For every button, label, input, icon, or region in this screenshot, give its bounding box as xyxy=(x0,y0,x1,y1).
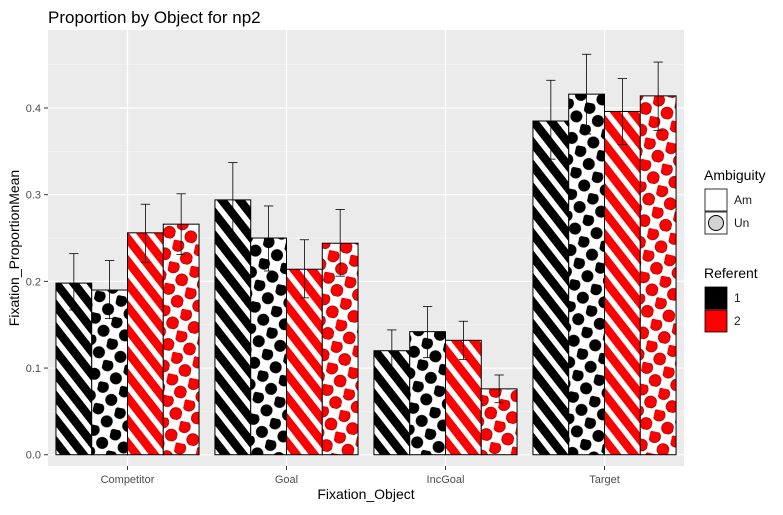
legend-label-un: Un xyxy=(734,216,749,230)
y-axis-title: Fixation_ProportionMean xyxy=(6,170,22,326)
bars xyxy=(55,93,677,456)
y-axis: 0.0 0.1 0.2 0.3 0.4 xyxy=(26,103,48,462)
x-axis-title: Fixation_Object xyxy=(317,486,414,502)
bar-goal-ref2-un xyxy=(321,242,359,456)
bar-goal-ref1-am xyxy=(214,199,252,456)
legend-label-am: Am xyxy=(734,193,752,207)
y-tick-label: 0.3 xyxy=(26,190,41,202)
legend-label-referent-2: 2 xyxy=(734,314,741,328)
legend-key-referent-2 xyxy=(704,309,728,333)
x-tick-label: Target xyxy=(589,474,620,486)
legend-title-ambiguity: Ambiguity xyxy=(704,167,765,183)
legend-key-referent-1 xyxy=(704,286,728,310)
legend-title-referent: Referent xyxy=(704,265,758,281)
legend-key-am xyxy=(704,188,728,212)
bar-goal-ref1-un xyxy=(250,237,288,456)
bar-competitor-ref1-am xyxy=(55,282,93,456)
bar-competitor-ref2-un xyxy=(162,223,200,456)
x-tick-label: IncGoal xyxy=(427,474,465,486)
y-tick-label: 0.1 xyxy=(26,363,41,375)
bar-target-ref1-un xyxy=(568,93,605,456)
y-tick-label: 0.4 xyxy=(26,103,41,115)
y-tick-label: 0.0 xyxy=(26,450,41,462)
legend-label-referent-1: 1 xyxy=(734,291,741,305)
y-tick-label: 0.2 xyxy=(26,276,41,288)
bar-target-ref2-un xyxy=(639,95,677,456)
x-tick-label: Goal xyxy=(275,474,298,486)
bar-target-ref2-am xyxy=(604,110,641,456)
x-axis: Competitor Goal IncGoal Target xyxy=(101,466,620,486)
chart-title: Proportion by Object for np2 xyxy=(48,8,261,27)
bar-target-ref1-am xyxy=(532,120,570,456)
legend: Ambiguity Am Un Referent 1 2 xyxy=(704,167,765,333)
legend-circle-un-icon xyxy=(708,215,724,231)
bar-competitor-ref2-am xyxy=(127,232,164,456)
x-tick-label: Competitor xyxy=(101,474,155,486)
error-bars xyxy=(69,53,663,404)
